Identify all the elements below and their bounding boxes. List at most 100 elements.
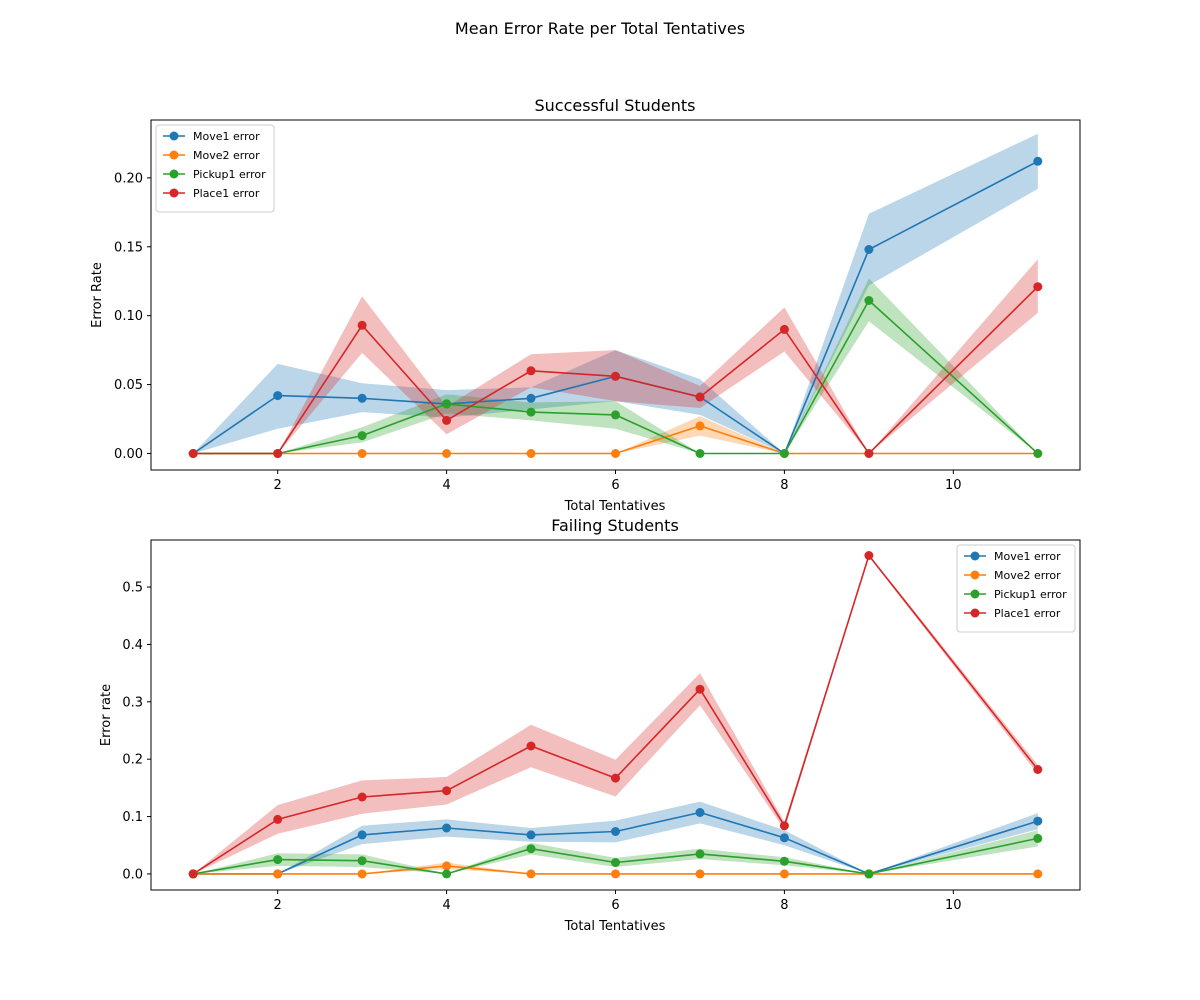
move1-error-point xyxy=(611,827,620,836)
place1-error-line xyxy=(193,286,1039,455)
place1-error-point xyxy=(864,551,874,560)
move2-error-point xyxy=(442,861,452,871)
move1-error-point xyxy=(442,823,452,833)
move2-error-point xyxy=(442,449,452,458)
place1-error-point xyxy=(526,366,536,376)
pickup1-error-legend-marker xyxy=(970,589,980,599)
move1-error-point xyxy=(1033,156,1043,166)
x-tick-label: 6 xyxy=(611,898,619,913)
pickup1-error-point xyxy=(779,449,789,458)
confidence-bands xyxy=(193,133,1038,454)
pickup1-error-point xyxy=(357,856,367,866)
place1-error-point xyxy=(188,449,198,458)
place1-error-legend-marker xyxy=(169,188,179,198)
move1-error-point xyxy=(779,833,789,843)
pickup1-error-point xyxy=(779,856,789,866)
pickup1-error-point xyxy=(442,869,452,879)
place1-error-legend-label: Place1 error xyxy=(994,607,1061,620)
place1-error-point xyxy=(611,773,620,783)
pickup1-error-point xyxy=(695,449,705,458)
place1-error-point xyxy=(442,786,452,796)
place1-error-point xyxy=(442,415,452,425)
pickup1-error-point xyxy=(357,431,367,441)
move1-error-point xyxy=(526,830,536,840)
move2-error-band xyxy=(193,862,1038,874)
move2-error-point xyxy=(695,869,705,879)
place1-error-legend-marker xyxy=(970,608,980,618)
y-tick-label: 0.4 xyxy=(122,638,143,653)
y-tick-label: 0.0 xyxy=(122,867,143,882)
pickup1-error-point xyxy=(1033,449,1043,458)
place1-error-line xyxy=(192,554,1039,875)
move2-error-point xyxy=(1033,869,1043,879)
move1-error-legend-marker xyxy=(169,131,179,141)
move1-error-line xyxy=(192,160,1039,455)
confidence-bands xyxy=(193,554,1038,874)
move2-error-point xyxy=(611,869,620,879)
x-axis-label: Total Tentatives xyxy=(564,499,666,514)
series-points xyxy=(188,551,1043,879)
place1-error-point xyxy=(357,792,367,802)
x-tick-label: 6 xyxy=(611,478,619,493)
move1-error-point xyxy=(273,391,283,401)
y-tick-label: 0.2 xyxy=(122,753,143,768)
pickup1-error-point xyxy=(442,399,452,409)
move2-error-point xyxy=(526,449,536,458)
move2-error-point xyxy=(357,449,367,458)
place1-error-legend-label: Place1 error xyxy=(193,187,260,200)
series-lines xyxy=(192,160,1039,455)
x-tick-label: 8 xyxy=(780,898,788,913)
pickup1-error-point xyxy=(526,407,536,417)
x-tick-label: 4 xyxy=(442,478,450,493)
place1-error-point xyxy=(611,371,620,381)
pickup1-error-legend-marker xyxy=(169,169,179,179)
y-tick-label: 0.15 xyxy=(114,240,143,255)
move1-error-point xyxy=(864,245,874,254)
move1-error-point xyxy=(1033,816,1043,826)
move1-error-band xyxy=(193,133,1038,454)
y-axis-label: Error Rate xyxy=(90,262,105,328)
x-axis-label: Total Tentatives xyxy=(564,919,666,934)
move1-error-point xyxy=(357,830,367,840)
failing-students-chart: Failing Students 2 4 6 8 10 0.00.10.20.30.40… xyxy=(99,516,1081,934)
pickup1-error-point xyxy=(1033,833,1043,843)
place1-error-point xyxy=(779,821,789,831)
move2-error-point xyxy=(526,869,536,879)
place1-error-point xyxy=(188,869,198,879)
move2-error-point xyxy=(273,869,283,879)
pickup1-error-point xyxy=(864,296,874,305)
pickup1-error-point xyxy=(864,869,874,879)
move2-error-line xyxy=(193,865,1038,875)
pickup1-error-point xyxy=(611,858,620,867)
legend-box xyxy=(956,544,1076,633)
place1-error-point xyxy=(1033,282,1043,292)
move2-error-legend-label: Move2 error xyxy=(994,569,1061,582)
x-axis-ticks: 2 4 6 8 10 xyxy=(274,470,962,493)
x-tick-label: 10 xyxy=(945,478,962,493)
chart-legend: Move1 error Move2 error Pickup1 error Place… xyxy=(956,544,1076,633)
pickup1-error-line xyxy=(193,299,1039,455)
place1-error-point xyxy=(779,324,789,334)
move1-error-legend-label: Move1 error xyxy=(193,130,260,143)
place1-error-point xyxy=(695,392,705,402)
move2-error-point xyxy=(357,869,367,879)
y-tick-label: 0.10 xyxy=(114,309,143,324)
y-axis-label: Error rate xyxy=(99,684,114,746)
place1-error-point xyxy=(864,449,874,458)
y-tick-label: 0.00 xyxy=(114,447,143,462)
place1-error-point xyxy=(1033,765,1043,774)
move2-error-point xyxy=(695,421,705,431)
move2-error-line xyxy=(193,425,1038,455)
move2-error-point xyxy=(611,449,620,458)
x-tick-label: 2 xyxy=(274,898,282,913)
pickup1-error-point xyxy=(526,844,536,854)
place1-error-point xyxy=(695,684,705,694)
successful-students-chart: Successful Students 2 4 6 8 10 0.000.050.100… xyxy=(90,96,1081,514)
pickup1-error-point xyxy=(273,855,283,865)
pickup1-error-legend-label: Pickup1 error xyxy=(994,588,1067,601)
move1-error-point xyxy=(695,808,705,817)
series-points xyxy=(188,156,1043,458)
y-axis-ticks: 0.0 0.1 0.2 0.3 0.4 0.5 xyxy=(122,581,151,882)
legend-box xyxy=(155,124,275,213)
